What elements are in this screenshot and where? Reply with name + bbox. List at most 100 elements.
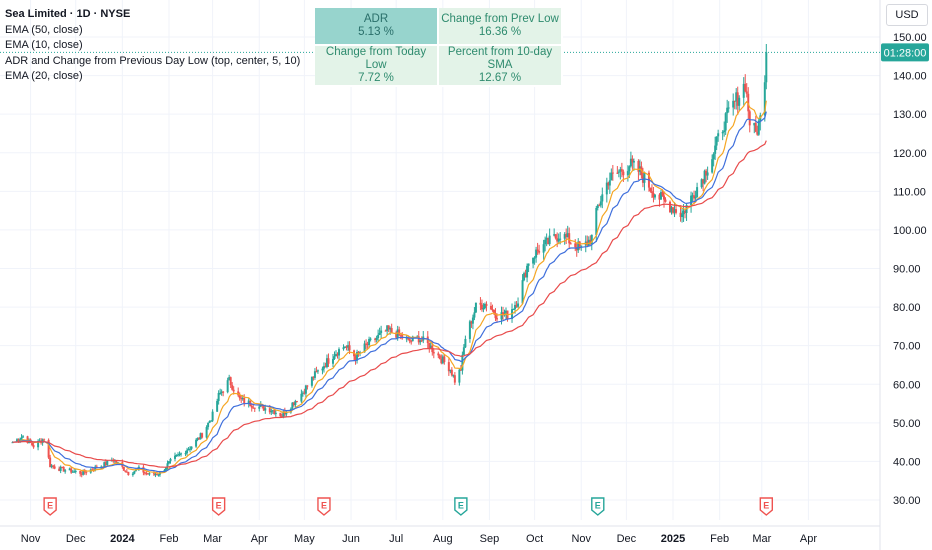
candle-body	[20, 437, 23, 440]
candle-body	[195, 439, 198, 447]
candle-body	[22, 436, 25, 438]
candle-body	[473, 312, 476, 318]
candle-body	[599, 201, 602, 206]
candle-body	[715, 136, 718, 146]
legend-ema-10[interactable]: EMA (10, close)	[5, 39, 83, 51]
candle-body	[535, 249, 538, 258]
candle-body	[736, 92, 739, 106]
candle-body	[220, 391, 223, 393]
x-tick-label: Aug	[433, 533, 453, 545]
candle-body	[622, 171, 625, 176]
candle-body	[363, 343, 366, 353]
candle-body	[342, 347, 345, 350]
candle-body	[38, 440, 41, 442]
candle-body	[145, 472, 148, 474]
candle-body	[544, 239, 547, 245]
candle-body	[369, 338, 372, 340]
candle-body	[312, 376, 315, 378]
candle-body	[268, 408, 271, 413]
currency-button[interactable]: USD	[886, 4, 928, 26]
candle-body	[691, 195, 694, 197]
candle-body	[566, 233, 569, 238]
candle-body	[190, 446, 193, 449]
candle-body	[380, 330, 383, 333]
candle-body	[398, 329, 401, 335]
candle-body	[146, 473, 149, 475]
x-tick-label: Mar	[752, 533, 771, 545]
candle-body	[517, 303, 520, 307]
candle-body	[37, 440, 40, 448]
candle-body	[354, 356, 357, 361]
earnings-marker: E	[211, 497, 226, 516]
candle-body	[31, 442, 34, 446]
candle-body	[554, 234, 557, 239]
x-tick-label: Jun	[342, 533, 360, 545]
candle-body	[322, 366, 325, 369]
candle-body	[240, 398, 243, 400]
candle-body	[742, 83, 745, 98]
candle-body	[325, 358, 328, 368]
legend-ema-50[interactable]: EMA (50, close)	[5, 23, 83, 36]
candle-body	[459, 369, 462, 371]
candle-body	[186, 450, 189, 454]
candle-body	[316, 370, 319, 372]
candle-body	[292, 402, 295, 405]
candle-body	[19, 439, 22, 442]
candle-body	[184, 453, 187, 455]
x-tick-label: Sep	[480, 533, 500, 545]
today-low-cell: Change from Today Low 7.72 %	[315, 46, 439, 87]
candle-body	[405, 338, 408, 340]
candle-body	[164, 467, 167, 470]
candle-body	[547, 237, 550, 245]
candle-body	[273, 410, 276, 415]
candle-body	[429, 345, 432, 349]
candle-body	[201, 433, 204, 438]
candle-body	[315, 371, 318, 373]
candle-body	[690, 195, 693, 205]
candle-body	[458, 369, 461, 383]
candle-body	[664, 199, 667, 202]
candle-body	[611, 172, 614, 174]
symbol-title[interactable]: Sea Limited · 1D · NYSE	[5, 8, 131, 20]
candle-body	[241, 398, 244, 400]
earnings-marker-letter: E	[458, 501, 464, 511]
candle-body	[500, 312, 503, 320]
x-tick-label: Dec	[617, 533, 637, 545]
candle-body	[175, 455, 178, 457]
candle-body	[231, 385, 234, 390]
candle-body	[127, 471, 130, 476]
candle-body	[155, 474, 158, 476]
earnings-marker-letter: E	[216, 501, 222, 511]
candle-body	[103, 462, 106, 468]
candle-body	[228, 377, 231, 381]
candle-body	[333, 356, 336, 359]
candle-body	[479, 302, 482, 305]
candle-body	[723, 130, 726, 132]
candle-body	[619, 169, 622, 172]
candle-body	[154, 474, 157, 476]
x-tick-label: Jul	[389, 533, 403, 545]
candle-body	[345, 346, 348, 348]
candle-body	[347, 345, 350, 347]
candle-body	[596, 205, 599, 208]
x-tick-label: Mar	[203, 533, 222, 545]
sma-label: Percent from 10-day SMA	[447, 46, 553, 71]
candle-body	[553, 234, 556, 236]
candle-body	[515, 304, 518, 307]
candle-body	[462, 347, 465, 355]
candle-body	[59, 466, 62, 471]
candle-body	[177, 454, 180, 456]
candle-body	[374, 338, 377, 340]
candle-body	[50, 465, 53, 468]
legend-adr-indicator[interactable]: ADR and Change from Previous Day Low (to…	[5, 54, 301, 67]
legend-ema-20[interactable]: EMA (20, close)	[5, 70, 83, 82]
candle-body	[617, 171, 620, 173]
candle-body	[384, 330, 387, 332]
candle-body	[32, 445, 35, 448]
candle-body	[115, 460, 118, 463]
candle-body	[401, 334, 404, 339]
candle-body	[757, 120, 760, 135]
candle-body	[437, 353, 440, 356]
candle-body	[94, 466, 97, 471]
candle-body	[247, 400, 250, 404]
